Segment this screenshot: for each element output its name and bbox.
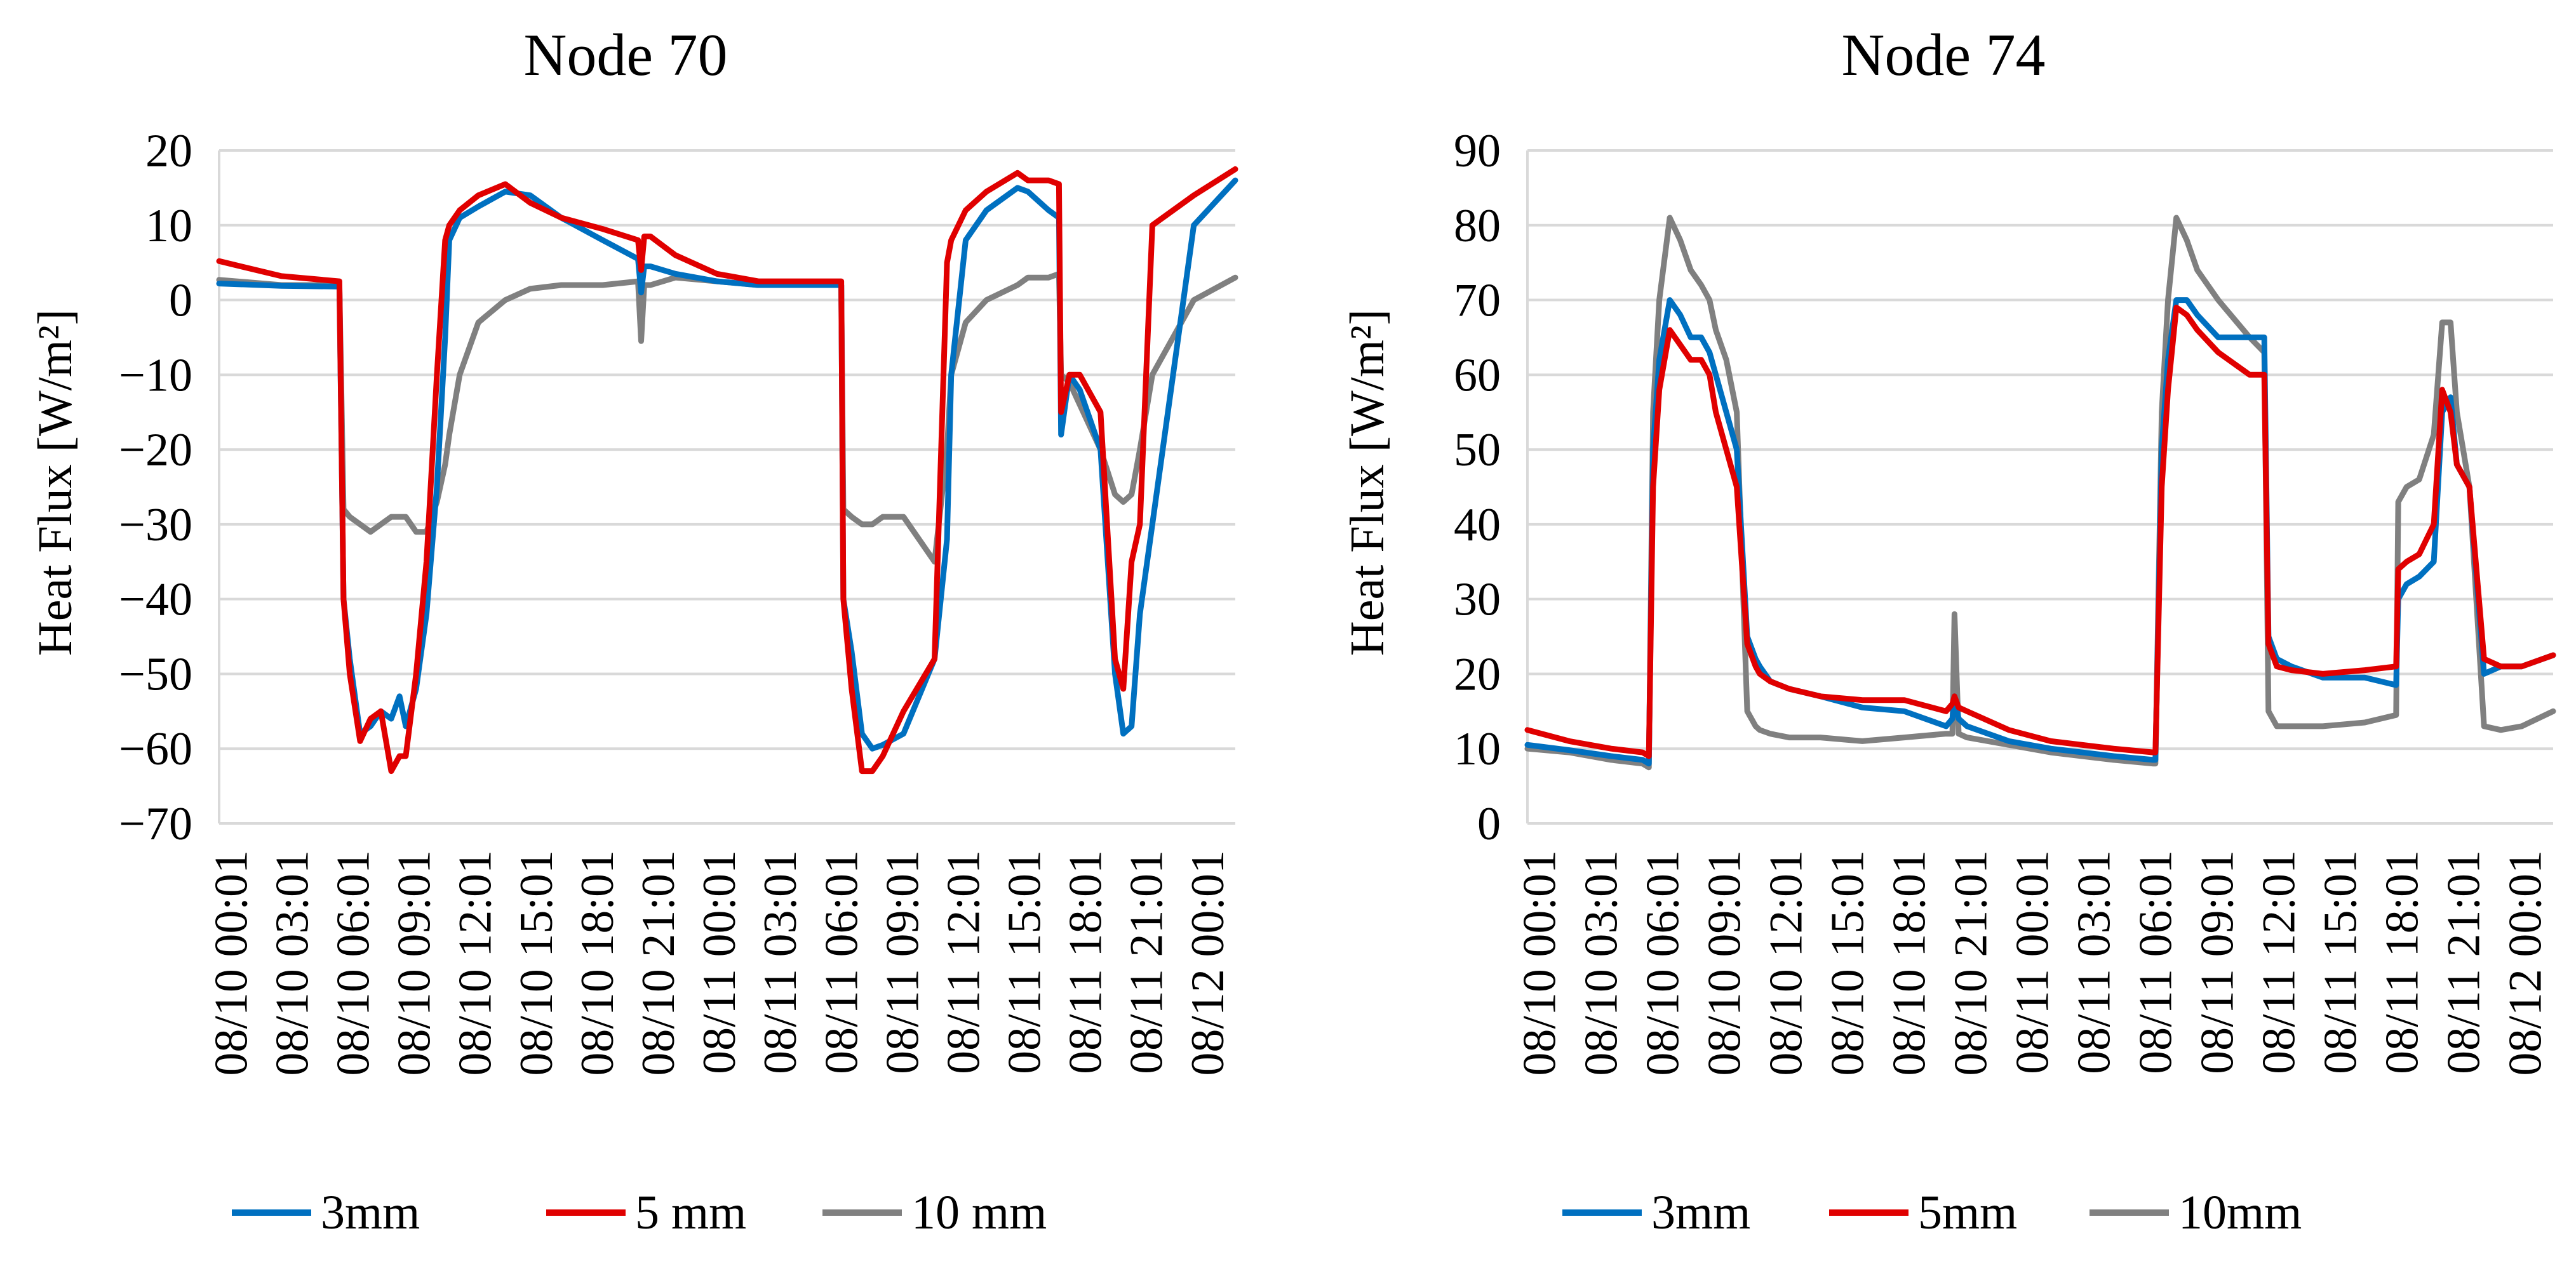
x-tick-label: 08/10 15:01 xyxy=(511,850,563,1076)
y-tick-label: −10 xyxy=(119,349,192,401)
legend-label: 3mm xyxy=(1651,1186,1750,1239)
y-tick-label: 80 xyxy=(1454,200,1501,252)
series-lines xyxy=(216,166,1238,775)
series-line-10mm xyxy=(216,270,1238,565)
x-tick-label: 08/11 15:01 xyxy=(2314,850,2366,1074)
y-tick-label: −60 xyxy=(119,723,192,775)
y-tick-label: 50 xyxy=(1454,424,1501,476)
series-line-3mm xyxy=(1524,297,2556,767)
legend-label: 10 mm xyxy=(911,1186,1047,1239)
x-tick-label: 08/10 03:01 xyxy=(1575,850,1627,1076)
series-line-10mm xyxy=(1524,215,2556,771)
y-tick-label: 10 xyxy=(145,200,192,252)
x-tick-label: 08/11 18:01 xyxy=(1060,850,1112,1074)
x-tick-label: 08/10 09:01 xyxy=(389,850,441,1076)
x-tick-label: 08/12 00:01 xyxy=(1182,850,1234,1076)
x-tick-label: 08/11 12:01 xyxy=(937,850,989,1074)
x-tick-label: 08/10 12:01 xyxy=(1760,850,1812,1076)
x-tick-label: 08/11 00:01 xyxy=(2006,850,2058,1074)
x-tick-label: 08/11 21:01 xyxy=(2438,850,2490,1074)
y-tick-label: 0 xyxy=(169,275,192,327)
x-tick-labels: 08/10 00:01 08/10 03:01 08/10 06:01 08/10 0… xyxy=(205,850,1234,1076)
y-tick-label: −30 xyxy=(119,499,192,551)
legend: 3mm 5 mm 10 mm xyxy=(232,1186,1047,1239)
chart-title: Node 70 xyxy=(523,22,727,88)
x-tick-label: 08/10 03:01 xyxy=(266,850,318,1076)
y-tick-labels: 20 10 0 −10 −20 −30 −40 −50 −60 −70 xyxy=(119,125,192,850)
x-tick-label: 08/11 09:01 xyxy=(876,850,929,1074)
gridlines xyxy=(1526,149,2553,825)
x-tick-label: 08/11 06:01 xyxy=(815,850,868,1074)
legend: 3mm 5mm 10mm xyxy=(1562,1186,2302,1239)
y-tick-label: 30 xyxy=(1454,574,1501,626)
x-tick-label: 08/11 09:01 xyxy=(2191,850,2243,1074)
x-tick-label: 08/10 18:01 xyxy=(1883,850,1935,1076)
y-tick-label: −50 xyxy=(119,648,192,700)
series-line-5mm xyxy=(216,166,1238,775)
x-tick-label: 08/11 18:01 xyxy=(2376,850,2428,1074)
x-tick-labels: 08/10 00:01 08/10 03:01 08/10 06:01 08/10 0… xyxy=(1513,850,2551,1076)
y-tick-label: 10 xyxy=(1454,723,1501,775)
legend-label: 5mm xyxy=(1918,1186,2017,1239)
x-tick-label: 08/11 03:01 xyxy=(755,850,807,1074)
x-tick-label: 08/11 06:01 xyxy=(2130,850,2182,1074)
y-tick-label: 90 xyxy=(1454,125,1501,177)
series-line-5mm xyxy=(1524,304,2556,759)
y-axis-label: Heat Flux [W/m²] xyxy=(29,309,82,656)
x-tick-label: 08/12 00:01 xyxy=(2499,850,2551,1076)
x-tick-label: 08/10 00:01 xyxy=(1513,850,1566,1076)
series-lines xyxy=(1524,215,2556,771)
chart-node-70: Node 70 20 10 0 −10 −20 −30 −40 −50 −60 −70 08/10… xyxy=(29,22,1238,1239)
y-tick-label: 40 xyxy=(1454,499,1501,551)
legend-label: 5 mm xyxy=(635,1186,746,1239)
y-tick-label: 60 xyxy=(1454,349,1501,401)
x-tick-label: 08/10 06:01 xyxy=(1637,850,1689,1076)
x-tick-label: 08/11 12:01 xyxy=(2253,850,2305,1074)
x-tick-label: 08/10 15:01 xyxy=(1821,850,1874,1076)
x-tick-label: 08/11 03:01 xyxy=(2068,850,2120,1074)
x-tick-label: 08/10 18:01 xyxy=(572,850,624,1076)
x-tick-label: 08/10 21:01 xyxy=(633,850,685,1076)
y-tick-label: 0 xyxy=(1477,798,1501,850)
x-tick-label: 08/11 00:01 xyxy=(694,850,746,1074)
x-tick-label: 08/10 00:01 xyxy=(205,850,257,1076)
y-tick-label: 20 xyxy=(1454,648,1501,700)
y-tick-label: −70 xyxy=(119,798,192,850)
y-tick-label: −20 xyxy=(119,424,192,476)
x-tick-label: 08/10 21:01 xyxy=(1945,850,1997,1076)
y-tick-label: 70 xyxy=(1454,275,1501,327)
x-tick-label: 08/10 06:01 xyxy=(327,850,379,1076)
y-tick-label: −40 xyxy=(119,574,192,626)
y-tick-labels: 90 80 70 60 50 40 30 20 10 0 xyxy=(1454,125,1501,850)
x-tick-label: 08/11 15:01 xyxy=(999,850,1051,1074)
x-tick-label: 08/10 12:01 xyxy=(450,850,502,1076)
chart-title: Node 74 xyxy=(1841,22,2045,88)
y-axis-label: Heat Flux [W/m²] xyxy=(1341,309,1394,656)
series-line-3mm xyxy=(216,177,1238,752)
x-tick-label: 08/10 09:01 xyxy=(1698,850,1750,1076)
x-tick-label: 08/11 21:01 xyxy=(1121,850,1173,1074)
legend-label: 3mm xyxy=(321,1186,420,1239)
legend-label: 10mm xyxy=(2178,1186,2302,1239)
y-tick-label: 20 xyxy=(145,125,192,177)
